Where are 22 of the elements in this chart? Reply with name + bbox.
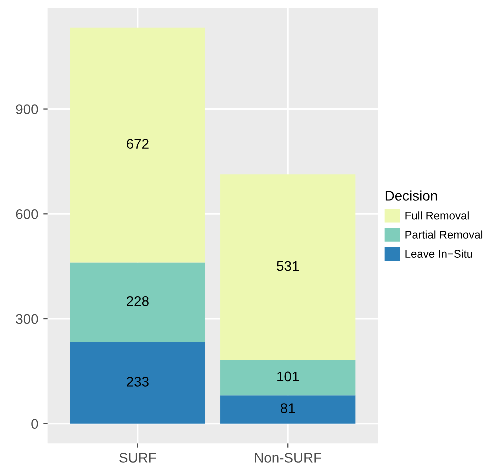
legend-label: Leave In−Situ bbox=[406, 250, 472, 258]
bar bbox=[70, 262, 206, 342]
data-label: 672 bbox=[127, 139, 149, 150]
y-tick-label: 0 bbox=[32, 419, 38, 430]
bar bbox=[220, 174, 356, 360]
data-label: 233 bbox=[127, 377, 149, 387]
legend-label: Partial Removal bbox=[406, 230, 483, 239]
data-label: 531 bbox=[277, 261, 300, 272]
legend-label: Full Removal bbox=[406, 212, 469, 220]
bar bbox=[220, 360, 356, 396]
x-tick-label: Non-SURF bbox=[255, 453, 322, 463]
data-label: 228 bbox=[127, 296, 149, 306]
data-label: 101 bbox=[278, 372, 300, 382]
bar bbox=[70, 28, 206, 263]
data-label: 81 bbox=[280, 404, 296, 414]
y-tick-label: 600 bbox=[16, 209, 38, 220]
bar bbox=[220, 396, 356, 424]
legend-title: Decision bbox=[386, 190, 438, 201]
y-tick-label: 900 bbox=[16, 104, 38, 114]
bar bbox=[70, 342, 206, 424]
x-tick-label: SURF bbox=[120, 453, 156, 463]
y-tick-label: 300 bbox=[16, 314, 38, 324]
